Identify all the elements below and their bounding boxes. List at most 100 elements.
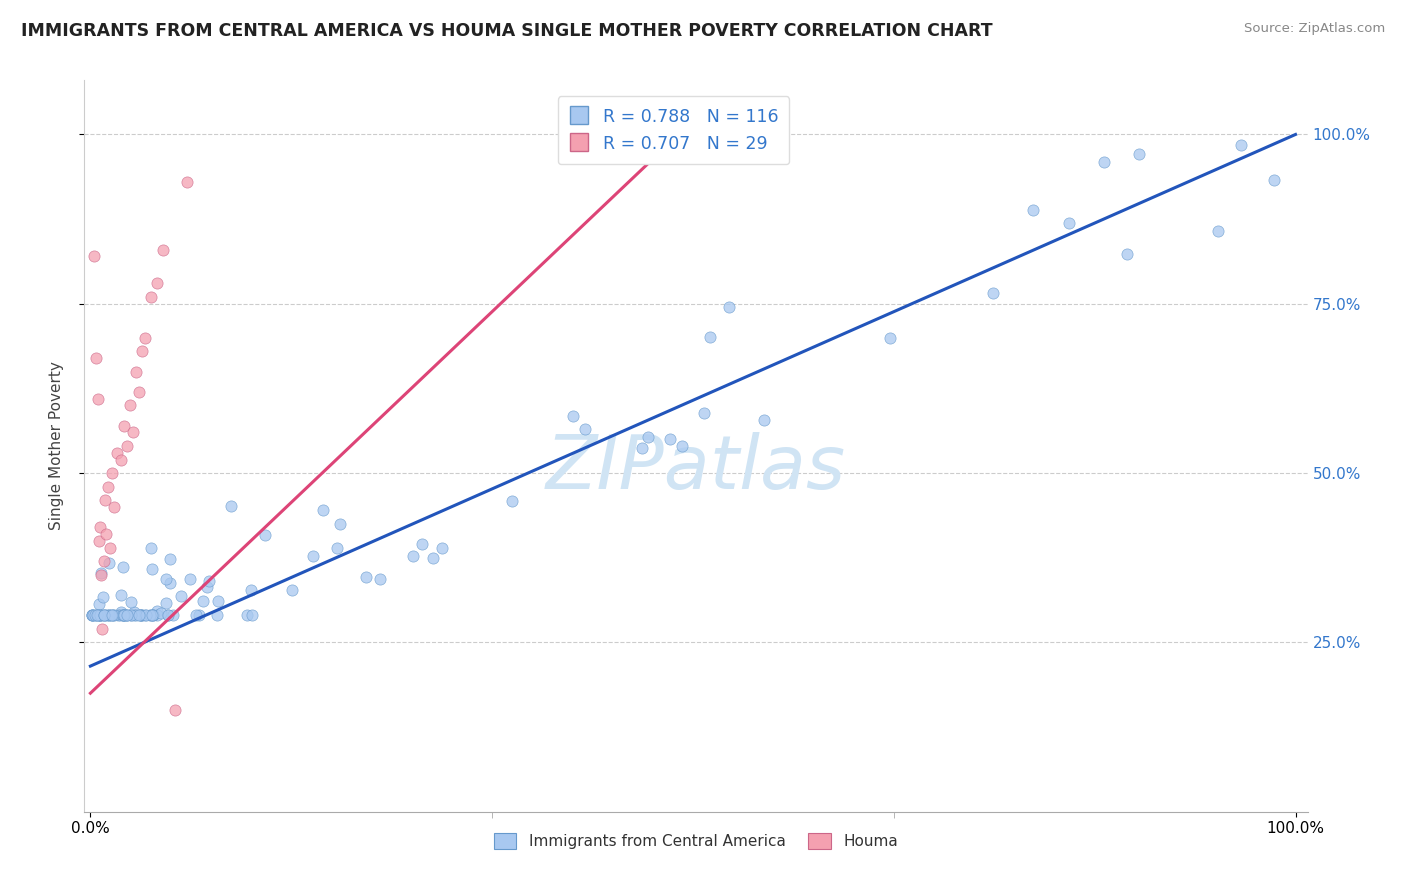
- Point: [671, 439, 693, 453]
- Point: [422, 550, 444, 565]
- Point: [112, 608, 135, 623]
- Point: [100, 608, 122, 623]
- Point: [139, 541, 162, 556]
- Point: [193, 594, 215, 608]
- Point: [91, 608, 114, 623]
- Point: [149, 606, 172, 620]
- Point: [1128, 147, 1150, 161]
- Point: [718, 300, 741, 314]
- Text: Source: ZipAtlas.com: Source: ZipAtlas.com: [1244, 22, 1385, 36]
- Point: [110, 588, 132, 602]
- Point: [131, 608, 153, 623]
- Point: [240, 582, 263, 597]
- Point: [135, 608, 157, 623]
- Point: [86, 392, 108, 406]
- Point: [1116, 246, 1139, 260]
- Point: [121, 595, 143, 609]
- Point: [501, 494, 523, 508]
- Point: [163, 703, 186, 717]
- Point: [87, 608, 110, 623]
- Point: [430, 541, 453, 555]
- Point: [1057, 217, 1080, 231]
- Point: [574, 422, 596, 436]
- Point: [162, 608, 184, 623]
- Point: [329, 517, 352, 532]
- Point: [207, 608, 229, 623]
- Point: [115, 608, 138, 623]
- Point: [112, 608, 135, 623]
- Point: [107, 608, 129, 623]
- Point: [84, 608, 107, 623]
- Text: IMMIGRANTS FROM CENTRAL AMERICA VS HOUMA SINGLE MOTHER POVERTY CORRELATION CHART: IMMIGRANTS FROM CENTRAL AMERICA VS HOUMA…: [21, 22, 993, 40]
- Point: [112, 418, 135, 433]
- Point: [120, 608, 142, 623]
- Point: [111, 608, 134, 623]
- Point: [142, 608, 165, 623]
- Point: [370, 572, 392, 586]
- Point: [82, 608, 104, 623]
- Point: [97, 608, 120, 623]
- Point: [141, 608, 163, 623]
- Point: [131, 344, 153, 359]
- Point: [134, 608, 156, 623]
- Point: [139, 290, 162, 304]
- Point: [128, 608, 150, 623]
- Point: [97, 480, 120, 494]
- Point: [86, 608, 108, 623]
- Point: [110, 452, 132, 467]
- Point: [1022, 203, 1045, 218]
- Point: [103, 608, 125, 623]
- Point: [96, 608, 118, 623]
- Point: [152, 243, 174, 257]
- Point: [630, 441, 652, 455]
- Point: [131, 608, 153, 623]
- Point: [281, 582, 304, 597]
- Point: [91, 622, 114, 636]
- Point: [125, 364, 148, 378]
- Point: [693, 406, 716, 420]
- Point: [155, 572, 177, 586]
- Point: [141, 608, 163, 623]
- Point: [121, 425, 143, 440]
- Y-axis label: Single Mother Poverty: Single Mother Poverty: [49, 361, 63, 531]
- Point: [240, 608, 263, 623]
- Point: [326, 541, 349, 555]
- Point: [179, 572, 201, 586]
- Point: [402, 549, 425, 563]
- Point: [155, 596, 177, 610]
- Point: [94, 608, 117, 623]
- Point: [80, 608, 103, 623]
- Legend: Immigrants from Central America, Houma: Immigrants from Central America, Houma: [488, 827, 904, 855]
- Point: [157, 608, 180, 623]
- Point: [101, 608, 124, 623]
- Point: [637, 429, 659, 443]
- Point: [156, 608, 179, 623]
- Point: [87, 533, 110, 548]
- Point: [146, 604, 169, 618]
- Point: [131, 608, 153, 623]
- Point: [120, 398, 142, 412]
- Point: [145, 277, 167, 291]
- Point: [98, 541, 121, 555]
- Point: [89, 608, 111, 623]
- Point: [159, 575, 181, 590]
- Point: [195, 580, 218, 594]
- Point: [146, 608, 169, 623]
- Point: [981, 286, 1004, 301]
- Point: [101, 466, 124, 480]
- Point: [115, 608, 138, 623]
- Point: [112, 560, 135, 574]
- Point: [253, 528, 276, 542]
- Point: [188, 608, 211, 623]
- Point: [84, 608, 107, 623]
- Point: [86, 351, 108, 365]
- Point: [115, 439, 138, 453]
- Point: [89, 608, 111, 623]
- Point: [142, 608, 165, 623]
- Point: [879, 331, 901, 345]
- Point: [141, 562, 163, 576]
- Point: [89, 608, 111, 623]
- Point: [80, 608, 103, 623]
- Point: [122, 608, 145, 623]
- Point: [89, 520, 111, 534]
